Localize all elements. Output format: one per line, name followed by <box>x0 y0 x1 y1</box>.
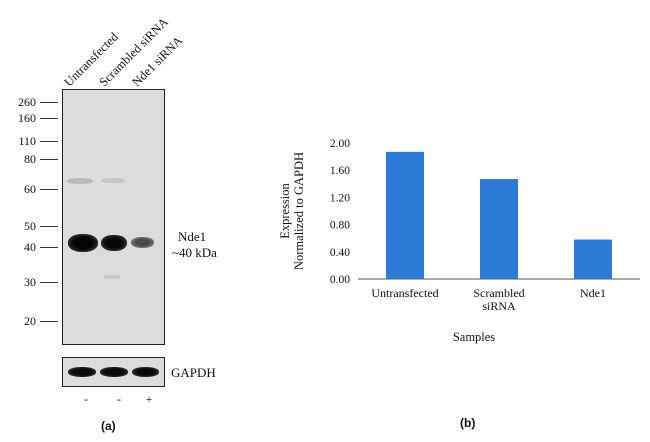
mw-marker: 160 <box>18 111 36 125</box>
western-blot-image <box>62 89 165 345</box>
x-tick-label: Untransfected <box>371 286 438 300</box>
nde1-band-scrambled <box>101 235 127 251</box>
nde1-band-untransfected <box>68 234 98 252</box>
mw-tick <box>40 118 58 119</box>
mw-marker: 50 <box>24 219 36 233</box>
faint-band <box>101 178 125 183</box>
bar <box>480 179 518 279</box>
y-tick-label: 0.40 <box>330 247 350 259</box>
gapdh-label: GAPDH <box>171 365 216 380</box>
treatment-sign: - <box>117 392 121 406</box>
x-tick-label: Nde1 <box>580 286 606 300</box>
x-tick-label: Scrambled siRNA <box>473 286 524 313</box>
faint-band <box>67 178 93 184</box>
mw-tick <box>40 247 58 248</box>
mw-marker: 260 <box>18 95 36 109</box>
mw-marker: 80 <box>24 152 36 166</box>
gapdh-blot-image <box>62 357 165 387</box>
mw-tick <box>40 102 58 103</box>
mw-marker: 40 <box>24 240 36 254</box>
y-tick-label: 2.00 <box>330 138 350 150</box>
treatment-sign: + <box>145 392 153 406</box>
bar <box>386 151 424 279</box>
treatment-sign: - <box>84 392 88 406</box>
gapdh-band <box>68 367 96 377</box>
x-axis-title: Samples <box>453 330 495 344</box>
y-axis-title: ExpressionNormalized to GAPDH <box>278 152 306 270</box>
y-tick-label: 0.80 <box>330 220 350 232</box>
mw-tick <box>40 226 58 227</box>
nde1-band-nde1-sirna <box>131 237 154 248</box>
gapdh-band <box>132 367 159 377</box>
faint-band <box>103 275 121 279</box>
mw-marker: 20 <box>24 314 36 328</box>
target-name-label: Nde1 <box>178 229 207 244</box>
mw-tick <box>40 159 58 160</box>
target-size-label: ~40 kDa <box>172 245 217 260</box>
mw-marker: 30 <box>24 275 36 289</box>
gapdh-band <box>100 367 128 377</box>
bar <box>574 239 612 279</box>
mw-tick <box>40 282 58 283</box>
mw-tick <box>40 189 58 190</box>
mw-marker: 60 <box>24 182 36 196</box>
y-tick-label: 1.20 <box>330 192 350 204</box>
mw-marker: 110 <box>18 134 36 148</box>
mw-tick <box>40 141 58 142</box>
mw-tick <box>40 321 58 322</box>
panel-label-a: (a) <box>101 419 116 433</box>
panel-label-b: (b) <box>460 416 476 430</box>
y-tick-label: 1.60 <box>330 165 350 177</box>
y-tick-label: 0.00 <box>330 274 350 286</box>
